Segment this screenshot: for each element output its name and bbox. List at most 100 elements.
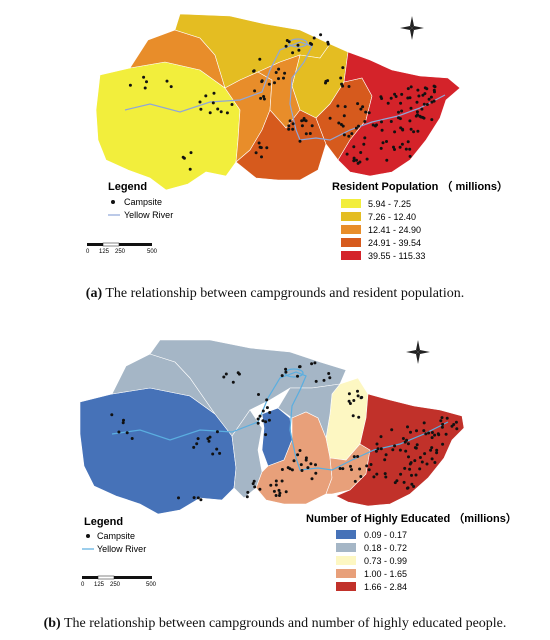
campsite-dot (192, 445, 196, 449)
campsite-dot (410, 482, 414, 486)
campsite-dot (416, 113, 419, 117)
campsite-dot (425, 462, 429, 466)
campsite-legend-label: Campsite (97, 531, 135, 541)
campsite-dot (409, 106, 413, 110)
campsite-dot (352, 156, 356, 160)
campsite-dot (407, 455, 410, 459)
campsite-dot (272, 489, 276, 493)
campsite-dot (430, 436, 434, 440)
campsite-dot (352, 455, 356, 459)
campsite-dot (253, 485, 257, 489)
caption-letter-b: (b) (43, 616, 61, 631)
campsite-dot (412, 485, 416, 488)
campsite-dot (435, 451, 439, 455)
campsite-dot (257, 393, 260, 396)
campsite-dot (399, 472, 403, 476)
campsite-dot (389, 120, 393, 123)
campsite-dot (363, 136, 367, 140)
campsite-dot (356, 455, 360, 458)
campsite-dot (414, 473, 418, 477)
campsite-dot (375, 442, 379, 446)
campsite-dot (365, 157, 369, 161)
campsite-dot (408, 154, 412, 158)
campsite-dot (314, 379, 318, 383)
campsite-dot (265, 146, 269, 150)
class-swatch (336, 556, 356, 565)
campsite-dot (254, 151, 258, 155)
campsite-dot (440, 416, 444, 420)
campsite-dot (376, 447, 380, 451)
campsite-dot (359, 107, 363, 111)
campsite-dot (309, 462, 313, 466)
class-legend-title-b: Number of Highly Educated （millions） (306, 512, 517, 525)
campsite-dot (314, 463, 317, 467)
campsite-dot (394, 95, 398, 98)
campsite-dot (246, 490, 250, 494)
class-legend-a: 5.94 - 7.25 7.26 - 12.40 12.41 - 24.90 2… (341, 199, 425, 261)
campsite-dot (427, 97, 431, 101)
campsite-dot (304, 132, 308, 136)
svg-text:0: 0 (86, 249, 90, 255)
campsite-dot (383, 472, 387, 476)
campsite-dot (389, 96, 393, 100)
map-panel-a: Legend Campsite Yellow River 0 125 250 5… (0, 0, 550, 310)
class-label: 0.09 - 0.17 (364, 530, 407, 540)
campsite-dot (352, 399, 356, 402)
campsite-dot (274, 483, 278, 487)
legend-title-b: Legend (84, 516, 123, 528)
campsite-dot (277, 488, 281, 492)
campsite-dot (273, 81, 276, 85)
campsite-dot (359, 475, 363, 478)
campsite-dot (165, 79, 169, 83)
campsite-dot (256, 421, 260, 425)
campsite-dot (406, 87, 410, 91)
campsite-dot (268, 411, 272, 414)
map-panel-b: Legend Campsite Yellow River 0 125 250 5… (0, 318, 550, 640)
campsite-dot (404, 449, 408, 453)
campsite-dot (296, 374, 299, 378)
campsite-dot (251, 482, 255, 486)
campsite-dot (312, 36, 316, 40)
campsite-dot (145, 80, 148, 84)
campsite-dot (359, 396, 363, 400)
campsite-dot (371, 123, 375, 127)
campsite-dot (413, 459, 417, 463)
campsite-dot (182, 156, 186, 160)
campsite-dot (298, 365, 301, 369)
campsite-dot (367, 111, 371, 115)
campsite-dot (199, 107, 203, 111)
campsite-dot (188, 167, 192, 171)
campsite-dot (425, 87, 429, 91)
campsite-dot (419, 115, 423, 119)
campsite-dot (189, 151, 193, 155)
campsite-dot (339, 76, 343, 80)
campsite-dot (284, 490, 288, 494)
class-swatch (341, 251, 361, 260)
campsite-dot (300, 469, 304, 472)
campsite-dot (400, 109, 404, 113)
campsite-dot (432, 84, 436, 88)
campsite-dot (260, 155, 263, 159)
campsite-dot (429, 95, 433, 99)
yellow-river-line (124, 41, 446, 141)
campsite-dot (452, 423, 456, 426)
caption-letter-a: (a) (85, 286, 103, 301)
campsite-dot (437, 433, 441, 437)
campsite-dot (347, 392, 351, 396)
campsite-dot (300, 124, 304, 128)
campsite-dot (423, 92, 427, 96)
class-legend-b: 0.09 - 0.17 0.18 - 0.72 0.73 - 0.99 1.00… (336, 530, 407, 592)
campsite-legend-dot (111, 200, 115, 204)
campsite-dot (257, 141, 261, 145)
campsite-dot (258, 487, 262, 491)
campsite-dot (405, 486, 409, 490)
campsite-dot (110, 413, 114, 417)
campsite-dot (455, 427, 459, 431)
campsite-dot (169, 85, 173, 89)
campsite-dot (288, 467, 292, 471)
campsite-dot (328, 116, 332, 120)
campsite-dot (260, 79, 264, 83)
campsite-dot (300, 119, 304, 123)
campsite-dot (212, 91, 216, 95)
campsite-dot (274, 71, 278, 74)
